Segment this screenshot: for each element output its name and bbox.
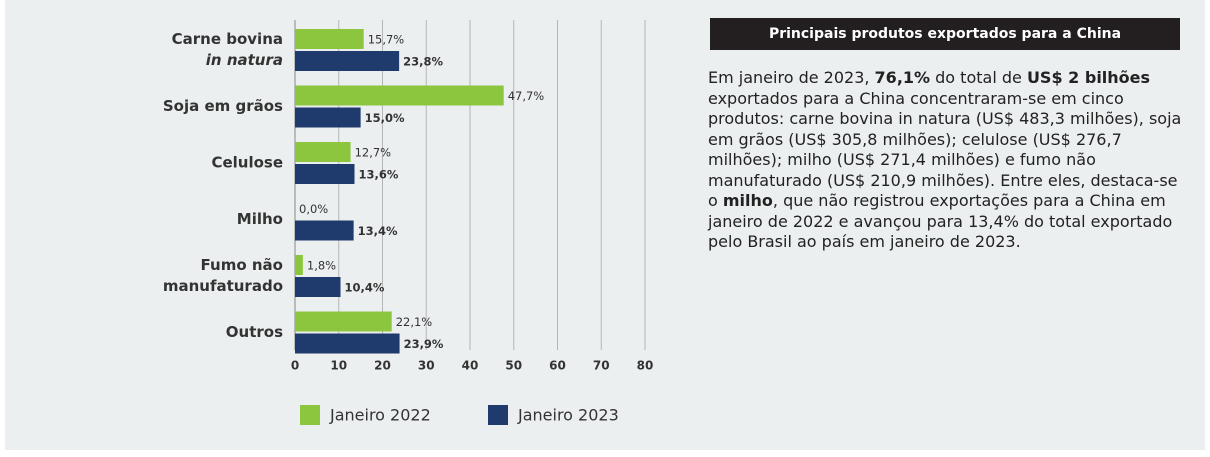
- x-tick-label: 30: [418, 359, 435, 373]
- chart: 0 10 20 30 40 50 60 70 80 Carne bovina in natura 15…: [163, 20, 654, 425]
- category-label: in natura: [206, 51, 283, 69]
- text-segment: exportados para a China concentraram-se …: [708, 88, 1182, 211]
- value-label: 23,8%: [403, 55, 443, 69]
- bar: [295, 220, 354, 241]
- legend-label: Janeiro 2022: [329, 406, 431, 425]
- text-segment: milho: [722, 191, 773, 210]
- text-segment: , que não registrou exportações para a C…: [708, 191, 1173, 251]
- bar: [295, 107, 361, 128]
- category-label: Milho: [237, 210, 283, 228]
- text-segment: Em janeiro de 2023,: [708, 68, 875, 87]
- value-label: 22,1%: [396, 315, 433, 329]
- category-label: Outros: [226, 323, 283, 341]
- text-segment: do total de: [930, 68, 1027, 87]
- category-label: Soja em grãos: [163, 97, 283, 115]
- value-label: 13,4%: [358, 224, 398, 238]
- x-tick-label: 0: [291, 359, 299, 373]
- value-label: 10,4%: [345, 281, 385, 295]
- page: 0 10 20 30 40 50 60 70 80 Carne bovina in natura 15…: [5, 0, 1205, 450]
- bar: [295, 164, 355, 184]
- bar: [295, 85, 504, 106]
- bar: [295, 142, 351, 162]
- x-tick-label: 40: [462, 359, 479, 373]
- value-label: 23,9%: [404, 337, 444, 351]
- value-label: 1,8%: [307, 259, 336, 273]
- legend-label: Janeiro 2023: [517, 406, 619, 425]
- panel-text: Em janeiro de 2023, 76,1% do total de US…: [708, 68, 1183, 253]
- value-label: 0,0%: [299, 202, 328, 216]
- x-tick-label: 10: [330, 359, 347, 373]
- x-tick-label: 20: [374, 359, 391, 373]
- category-label: Fumo não: [201, 256, 283, 274]
- legend-swatch: [488, 405, 508, 425]
- x-tick-label: 70: [593, 359, 610, 373]
- bar: [295, 29, 364, 49]
- x-tick-label: 50: [505, 359, 522, 373]
- legend-swatch: [300, 405, 320, 425]
- value-label: 47,7%: [508, 89, 545, 103]
- value-label: 15,0%: [365, 111, 405, 125]
- value-label: 15,7%: [368, 33, 405, 47]
- value-label: 12,7%: [355, 146, 392, 160]
- value-label: 13,6%: [359, 168, 399, 182]
- bar: [295, 255, 303, 275]
- bar: [295, 277, 341, 297]
- category-label: manufaturado: [163, 277, 283, 295]
- category-label: Celulose: [211, 154, 283, 172]
- text-segment: US$ 2 bilhões: [1026, 68, 1151, 87]
- x-tick-label: 80: [637, 359, 654, 373]
- bar: [295, 311, 392, 332]
- text-segment: 76,1%: [874, 68, 931, 87]
- category-label: Carne bovina: [172, 30, 283, 48]
- panel-title: Principais produtos exportados para a Ch…: [710, 18, 1180, 50]
- bar: [295, 51, 400, 71]
- x-tick-label: 60: [549, 359, 566, 373]
- bar: [295, 333, 400, 354]
